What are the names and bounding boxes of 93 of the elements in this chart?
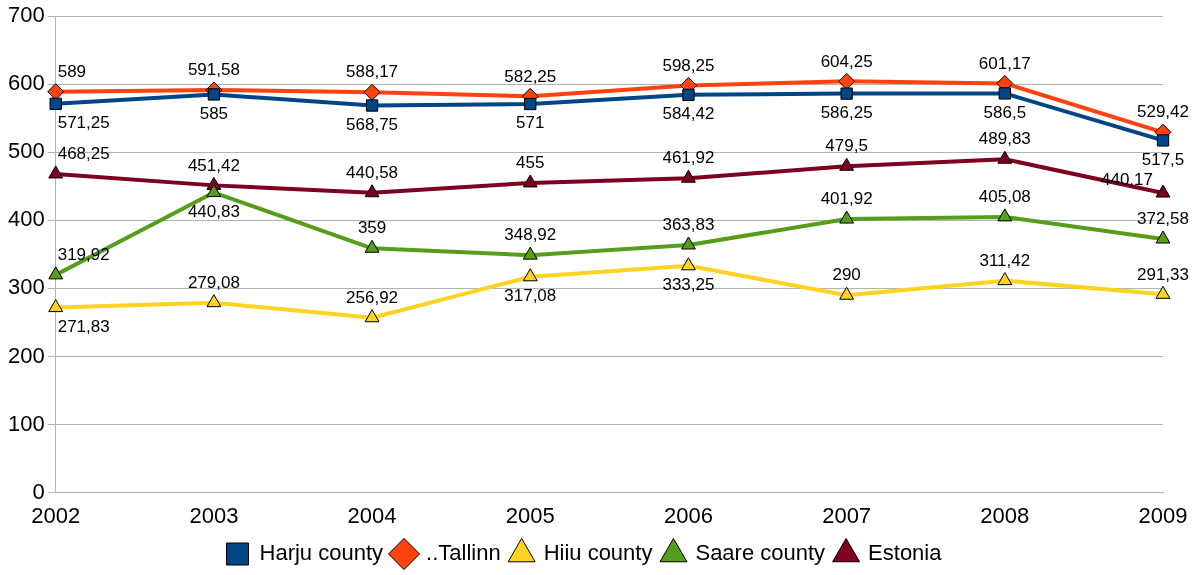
point bbox=[206, 294, 222, 308]
legend-label: Estonia bbox=[868, 540, 943, 566]
data-label: 291,33 bbox=[1137, 264, 1189, 284]
data-label: 598,25 bbox=[662, 55, 715, 75]
point bbox=[998, 87, 1011, 100]
x-tick-label: 2006 bbox=[663, 502, 713, 528]
point bbox=[207, 88, 221, 101]
data-label: 451,42 bbox=[187, 155, 240, 175]
point bbox=[1155, 230, 1171, 244]
x-tick-label: 2005 bbox=[505, 502, 555, 528]
data-label: 586,25 bbox=[820, 102, 873, 122]
data-label: 517,5 bbox=[1141, 149, 1185, 169]
y-tick-label: 400 bbox=[7, 206, 45, 232]
legend-label: Hiiu county bbox=[543, 540, 653, 566]
point bbox=[48, 165, 64, 179]
data-label: 348,92 bbox=[504, 225, 557, 245]
data-label: 601,17 bbox=[978, 53, 1031, 73]
data-label: 256,92 bbox=[346, 287, 399, 307]
point bbox=[997, 150, 1013, 164]
point bbox=[997, 272, 1013, 286]
data-label: 568,75 bbox=[346, 114, 399, 134]
data-label: 461,92 bbox=[662, 148, 715, 168]
data-label: 571,25 bbox=[57, 113, 110, 133]
point bbox=[364, 309, 380, 323]
data-label: 584,42 bbox=[662, 104, 715, 124]
point bbox=[682, 88, 695, 102]
data-label: 582,25 bbox=[504, 66, 557, 86]
data-label: 333,25 bbox=[662, 274, 715, 294]
legend-label: Harju county bbox=[259, 540, 384, 566]
data-label: 529,42 bbox=[1137, 102, 1189, 122]
point bbox=[522, 246, 538, 260]
point bbox=[522, 174, 538, 188]
point bbox=[1155, 184, 1171, 198]
point bbox=[839, 210, 855, 224]
point bbox=[365, 99, 379, 112]
point bbox=[522, 268, 538, 282]
point bbox=[206, 184, 222, 198]
point bbox=[681, 236, 696, 250]
data-label: 588,17 bbox=[346, 62, 399, 82]
point bbox=[47, 83, 65, 101]
data-label: 455 bbox=[516, 153, 545, 173]
data-label: 311,42 bbox=[979, 250, 1031, 270]
y-tick-label: 0 bbox=[32, 478, 45, 504]
data-label: 317,08 bbox=[504, 285, 557, 305]
point bbox=[840, 87, 853, 100]
legend-label: Saare county bbox=[695, 540, 826, 566]
x-tick-label: 2002 bbox=[31, 502, 81, 528]
data-label: 589 bbox=[57, 61, 87, 81]
point bbox=[838, 72, 856, 90]
data-label: 571 bbox=[516, 113, 545, 133]
point bbox=[363, 83, 381, 101]
point bbox=[1155, 285, 1171, 299]
point bbox=[997, 208, 1013, 222]
y-tick-label: 100 bbox=[7, 410, 45, 436]
x-tick-label: 2008 bbox=[980, 502, 1030, 528]
x-tick-label: 2009 bbox=[1138, 502, 1188, 528]
y-tick-label: 600 bbox=[7, 70, 45, 96]
point bbox=[681, 169, 696, 183]
data-label: 363,83 bbox=[662, 215, 715, 235]
y-tick-label: 300 bbox=[7, 274, 45, 300]
x-tick-label: 2003 bbox=[189, 502, 239, 528]
data-label: 440,83 bbox=[187, 201, 240, 221]
data-label: 372,58 bbox=[1137, 209, 1189, 229]
point bbox=[681, 257, 696, 271]
data-label: 359 bbox=[357, 218, 387, 238]
data-label: 401,92 bbox=[820, 189, 873, 209]
data-label: 468,25 bbox=[57, 144, 110, 164]
data-label: 279,08 bbox=[187, 272, 240, 292]
data-label: 586,5 bbox=[983, 102, 1027, 122]
data-label: 591,58 bbox=[187, 60, 240, 80]
data-label: 479,5 bbox=[825, 136, 868, 156]
data-label: 489,83 bbox=[978, 129, 1031, 149]
point bbox=[839, 157, 855, 171]
point bbox=[839, 286, 855, 300]
x-tick-label: 2004 bbox=[347, 502, 397, 528]
point bbox=[364, 184, 380, 198]
data-label: 440,58 bbox=[346, 162, 399, 182]
y-tick-label: 500 bbox=[7, 138, 45, 164]
data-label: 405,08 bbox=[978, 187, 1031, 207]
data-label: 290 bbox=[832, 265, 861, 285]
x-tick-label: 2007 bbox=[822, 502, 872, 528]
point bbox=[48, 266, 64, 280]
data-label: 271,83 bbox=[57, 316, 110, 336]
data-label: 585 bbox=[199, 103, 229, 123]
point bbox=[524, 97, 537, 111]
legend-label: ..Tallinn bbox=[426, 540, 501, 566]
y-tick-label: 200 bbox=[7, 342, 45, 368]
point bbox=[48, 299, 64, 313]
point bbox=[1156, 134, 1170, 147]
point bbox=[364, 239, 380, 253]
y-tick-label: 700 bbox=[7, 2, 45, 28]
point bbox=[49, 97, 62, 110]
data-label: 604,25 bbox=[820, 51, 873, 71]
